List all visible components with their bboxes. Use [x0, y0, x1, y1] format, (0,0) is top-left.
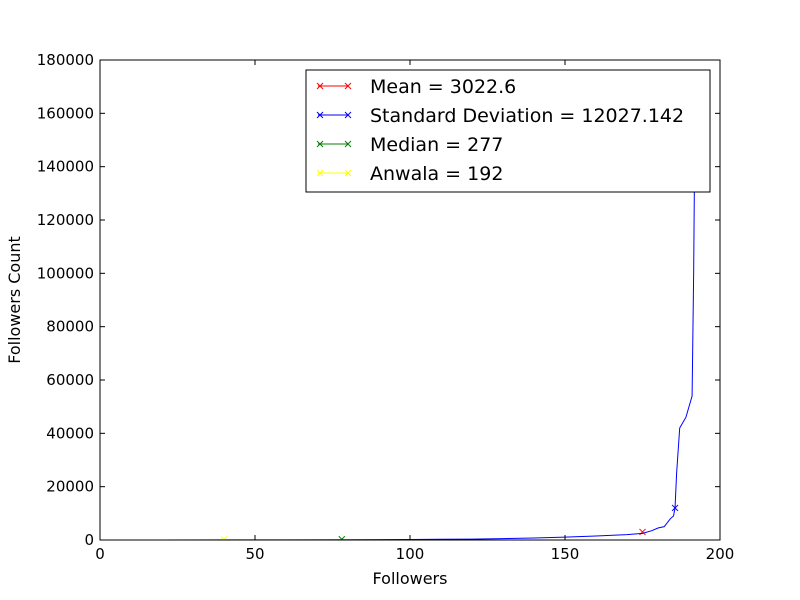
- x-tick-label-0: 0: [95, 545, 105, 563]
- y-tick-label-1: 20000: [46, 478, 94, 496]
- y-tick-label-7: 140000: [37, 158, 94, 176]
- axes-layer: 0 50 100 150 200 0 20000 40000 60000 80000 100000 1…: [37, 51, 735, 563]
- legend-item-0: Mean = 3022.6: [316, 76, 516, 98]
- y-axis-label: Followers Count: [5, 236, 24, 364]
- y-tick-label-2: 40000: [46, 424, 94, 442]
- series-point-3-0: [220, 536, 228, 540]
- series-point-0-0: [639, 528, 646, 536]
- y-tick-label-8: 160000: [37, 104, 94, 122]
- series-point-2-0: [338, 535, 346, 540]
- y-tick-label-4: 80000: [46, 318, 94, 336]
- legend: Mean = 3022.6 Standard Deviation = 12027.…: [305, 69, 711, 193]
- legend-marker-end-2: [344, 140, 352, 148]
- legend-item-1: Standard Deviation = 12027.142: [316, 105, 684, 127]
- x-axis-label: Followers: [373, 569, 448, 588]
- y-tick-label-9: 180000: [37, 51, 94, 69]
- legend-marker-end-0: [344, 82, 352, 90]
- legend-item-2: Median = 277: [316, 134, 503, 156]
- legend-label-1: Standard Deviation = 12027.142: [370, 105, 684, 127]
- legend-item-3: Anwala = 192: [316, 163, 503, 185]
- legend-label-3: Anwala = 192: [370, 163, 503, 185]
- legend-marker-end-3: [344, 169, 352, 177]
- y-tick-label-0: 0: [84, 531, 94, 549]
- legend-marker-start-2: [316, 140, 324, 148]
- y-tick-label-5: 100000: [37, 264, 94, 282]
- legend-marker-start-3: [316, 169, 324, 177]
- series-point-1-19: [671, 504, 679, 512]
- legend-box: [305, 69, 711, 193]
- y-tick-label-6: 120000: [37, 211, 94, 229]
- legend-marker-start-1: [316, 111, 324, 119]
- x-tick-label-2: 100: [396, 545, 425, 563]
- legend-marker-end-1: [344, 111, 352, 119]
- y-tick-label-3: 60000: [46, 371, 94, 389]
- legend-label-0: Mean = 3022.6: [370, 76, 516, 98]
- x-tick-label-4: 200: [706, 545, 735, 563]
- legend-marker-start-0: [316, 82, 324, 90]
- x-tick-label-1: 50: [245, 545, 264, 563]
- legend-label-2: Median = 277: [370, 134, 503, 156]
- x-tick-label-3: 150: [551, 545, 580, 563]
